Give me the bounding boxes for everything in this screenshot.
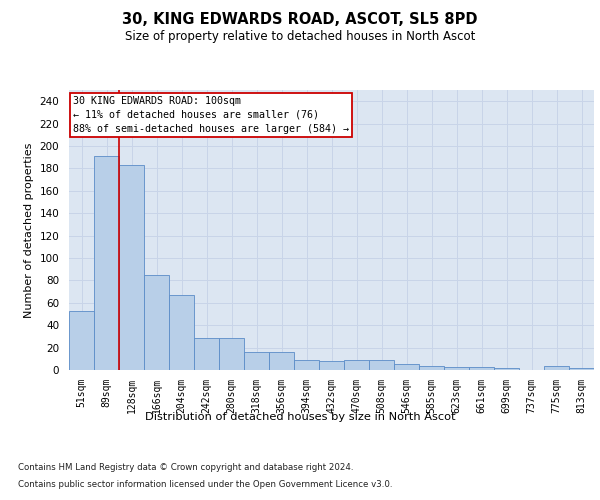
Bar: [419, 366, 444, 370]
Text: 30, KING EDWARDS ROAD, ASCOT, SL5 8PD: 30, KING EDWARDS ROAD, ASCOT, SL5 8PD: [122, 12, 478, 28]
Bar: [119, 165, 144, 370]
Bar: [94, 156, 119, 370]
Bar: [319, 361, 344, 370]
Bar: [494, 368, 519, 370]
Bar: [169, 295, 194, 370]
Bar: [269, 352, 294, 370]
Bar: [244, 352, 269, 370]
Text: Contains HM Land Registry data © Crown copyright and database right 2024.: Contains HM Land Registry data © Crown c…: [18, 462, 353, 471]
Bar: [69, 310, 94, 370]
Text: Contains public sector information licensed under the Open Government Licence v3: Contains public sector information licen…: [18, 480, 392, 489]
Bar: [219, 338, 244, 370]
Bar: [394, 364, 419, 370]
Bar: [569, 368, 594, 370]
Y-axis label: Number of detached properties: Number of detached properties: [24, 142, 34, 318]
Bar: [344, 360, 369, 370]
Bar: [544, 366, 569, 370]
Text: 30 KING EDWARDS ROAD: 100sqm
← 11% of detached houses are smaller (76)
88% of se: 30 KING EDWARDS ROAD: 100sqm ← 11% of de…: [73, 96, 349, 134]
Bar: [369, 360, 394, 370]
Text: Size of property relative to detached houses in North Ascot: Size of property relative to detached ho…: [125, 30, 475, 43]
Bar: [194, 338, 219, 370]
Bar: [294, 360, 319, 370]
Bar: [444, 366, 469, 370]
Bar: [469, 366, 494, 370]
Text: Distribution of detached houses by size in North Ascot: Distribution of detached houses by size …: [145, 412, 455, 422]
Bar: [144, 275, 169, 370]
